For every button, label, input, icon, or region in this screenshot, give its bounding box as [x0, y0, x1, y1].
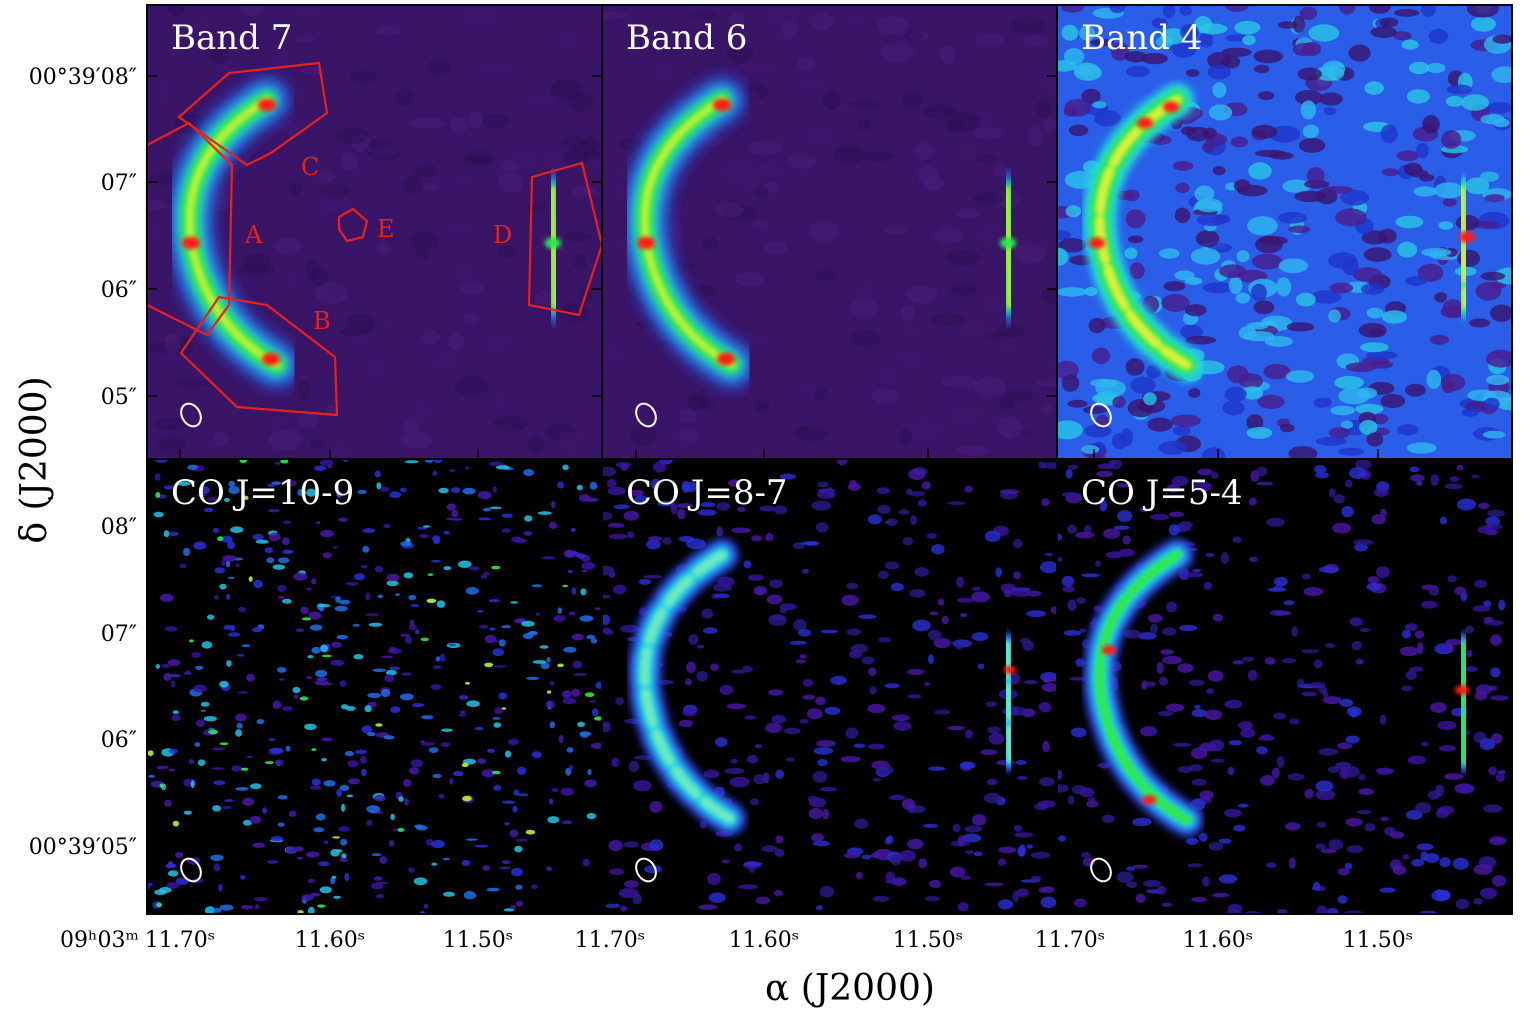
panel-label: Band 4 [1081, 18, 1202, 58]
x-tick-label-1-2: 11.60ˢ [295, 928, 365, 953]
y-tick-label-06-top: 06″ [101, 278, 137, 303]
x-tick-label-2-3: 11.50ˢ [893, 928, 963, 953]
y-tick-label-08-top: 00°39′08″ [29, 65, 137, 90]
region-outline-d [527, 161, 604, 317]
region-label-a: A [244, 221, 263, 249]
region-outline-c [177, 61, 329, 167]
panel-label: CO J=5-4 [1081, 473, 1243, 513]
y-tick-label-07-bottom: 07″ [101, 622, 137, 647]
x-tick-label-1-3: 11.50ˢ [443, 928, 513, 953]
beam-ellipse [180, 857, 202, 883]
x-tick-label-2-1: 11.70ˢ [575, 928, 645, 953]
panel-label: CO J=10-9 [171, 473, 354, 513]
panel-4: CO J=10-9 [147, 460, 602, 915]
beam-ellipse [635, 857, 657, 883]
region-label-c: C [301, 153, 319, 181]
x-tick-label-1-1: 11.70ˢ [145, 928, 215, 953]
panel-label: CO J=8-7 [626, 473, 788, 513]
panel-1: Band 7 A B C D E [145, 5, 604, 460]
region-label-b: B [313, 307, 331, 335]
beam-ellipse [1090, 402, 1112, 428]
region-outline-b [179, 295, 339, 417]
x-tick-label-3-2: 11.60ˢ [1183, 928, 1253, 953]
beam-ellipse [1090, 857, 1112, 883]
beam-ellipse [635, 402, 657, 428]
region-label-e: E [377, 215, 395, 243]
y-tick-label-08-bottom: 08″ [101, 515, 137, 540]
y-axis-title: δ (J2000) [14, 376, 55, 543]
x-tick-label-2-2: 11.60ˢ [729, 928, 799, 953]
x-tick-label-3-1: 11.70ˢ [1035, 928, 1105, 953]
panel-2: Band 6 [602, 5, 1057, 460]
panel-6: CO J=5-4 [1057, 460, 1512, 915]
x-tick-label-3-3: 11.50ˢ [1343, 928, 1413, 953]
y-tick-label-05-top: 05″ [101, 385, 137, 410]
x-tick-label-prefix: 09ʰ03ᵐ [60, 928, 139, 953]
region-outline-e [337, 207, 369, 243]
region-label-d: D [493, 221, 512, 249]
panel-3: Band 4 [1057, 5, 1512, 460]
beam-ellipse [180, 402, 202, 428]
y-tick-label-07-top: 07″ [101, 171, 137, 196]
panel-label: Band 6 [626, 18, 747, 58]
y-tick-label-06-bottom: 06″ [101, 728, 137, 753]
panel-5: CO J=8-7 [602, 460, 1057, 914]
y-tick-label-05-bottom: 00°39′05″ [29, 835, 137, 860]
x-axis-title: α (J2000) [765, 968, 935, 1009]
panel-label: Band 7 [171, 18, 292, 58]
